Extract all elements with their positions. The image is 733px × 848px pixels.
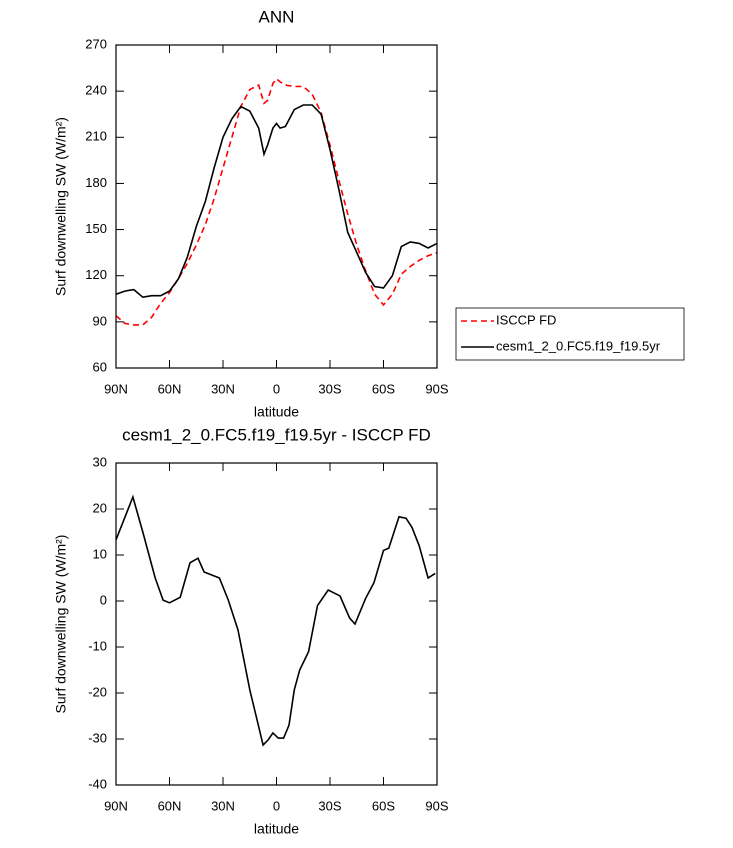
- y-tick-label: -20: [88, 684, 107, 699]
- y-tick-label: -40: [88, 776, 107, 791]
- y-tick-label: 210: [85, 129, 107, 144]
- x-tick-label: 0: [273, 798, 280, 813]
- y-tick-label: -10: [88, 638, 107, 653]
- x-axis-label: latitude: [254, 404, 299, 420]
- x-tick-label: 90S: [425, 381, 448, 396]
- y-tick-label: 10: [93, 546, 107, 561]
- data-line: [115, 494, 436, 747]
- x-tick-label: 30S: [318, 798, 341, 813]
- legend-label: ISCCP FD: [496, 312, 556, 327]
- chart-title: ANN: [259, 7, 295, 26]
- x-tick-label: 90S: [425, 798, 448, 813]
- y-tick-label: 270: [85, 36, 107, 51]
- x-tick-label: 0: [273, 381, 280, 396]
- y-tick-label: 0: [100, 592, 107, 607]
- x-tick-label: 30S: [318, 381, 341, 396]
- y-tick-label: 120: [85, 267, 107, 282]
- y-tick-label: 90: [93, 313, 107, 328]
- y-tick-label: 60: [93, 359, 107, 374]
- x-tick-label: 60S: [372, 381, 395, 396]
- data-line: [115, 104, 438, 299]
- y-tick-label: 20: [93, 500, 107, 515]
- legend-label: cesm1_2_0.FC5.f19_f19.5yr: [496, 338, 661, 353]
- y-tick-label: 30: [93, 454, 107, 469]
- x-tick-label: 60S: [372, 798, 395, 813]
- x-tick-label: 30N: [211, 381, 235, 396]
- y-axis-label: Surf downwelling SW (W/m²): [53, 117, 69, 296]
- y-tick-label: -30: [88, 730, 107, 745]
- plot-frame: [115, 44, 438, 369]
- chart-title: cesm1_2_0.FC5.f19_f19.5yr - ISCCP FD: [122, 425, 431, 444]
- y-tick-label: 240: [85, 83, 107, 98]
- x-tick-label: 90N: [104, 798, 128, 813]
- x-tick-label: 60N: [158, 381, 182, 396]
- data-line: [115, 77, 438, 326]
- x-tick-label: 90N: [104, 381, 128, 396]
- y-axis-label: Surf downwelling SW (W/m²): [53, 535, 69, 714]
- plot-frame: [115, 462, 438, 786]
- x-axis-label: latitude: [254, 821, 299, 837]
- y-tick-label: 180: [85, 175, 107, 190]
- legend-box: [455, 307, 685, 361]
- x-tick-label: 60N: [158, 798, 182, 813]
- y-tick-label: 150: [85, 221, 107, 236]
- x-tick-label: 30N: [211, 798, 235, 813]
